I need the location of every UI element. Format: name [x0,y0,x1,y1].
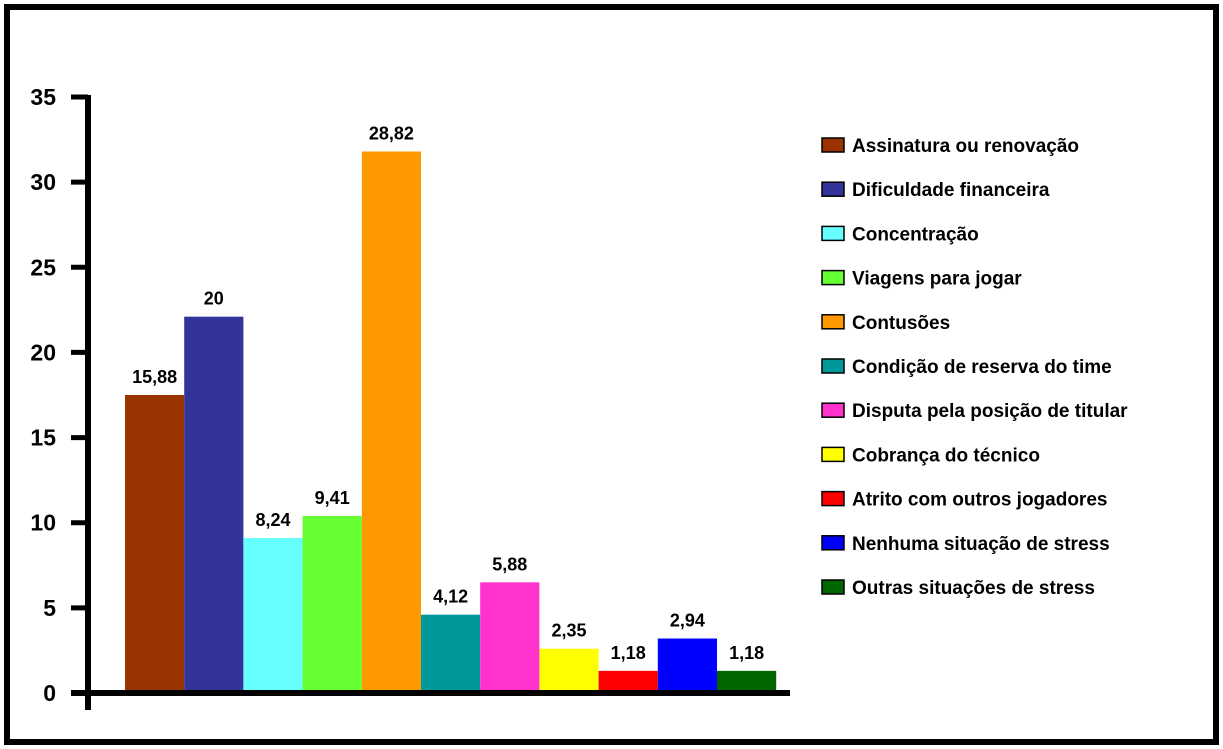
bar-1 [125,395,185,693]
legend-label-8: Cobrança do técnico [852,445,1040,466]
legend-label-10: Nenhuma situação de stress [852,534,1110,555]
legend-label-5: Contusões [852,313,950,334]
bar-10 [657,638,717,693]
y-tick-label: 0 [43,680,56,706]
data-label-9: 1,18 [611,643,646,663]
legend-label-4: Viagens para jogar [852,269,1022,290]
data-label-7: 5,88 [492,554,527,574]
bar-7 [480,582,540,693]
legend-label-2: Dificuldade financeira [852,180,1050,201]
data-label-8: 2,35 [551,621,586,641]
legend-swatch-2 [821,181,845,197]
plot-area: 0 5 10 15 20 25 30 35 15,88 20 8,24 9,41 28,82 4,12 5,… [30,84,790,710]
legend-swatch-3 [821,225,845,242]
bar-3 [243,538,303,693]
bar-8 [539,648,599,693]
data-label-6: 4,12 [433,587,468,607]
y-tick-label: 10 [30,510,56,536]
data-label-4: 9,41 [315,488,350,508]
legend-label-11: Outras situações de stress [852,578,1095,599]
bar-11 [717,670,777,693]
legend-swatch-10 [821,535,845,551]
legend-label-9: Atrito com outros jogadores [852,490,1107,511]
legend-swatch-4 [821,269,845,286]
legend-swatch-11 [821,579,845,595]
y-tick-label: 20 [30,339,56,365]
legend-swatch-8 [821,446,845,463]
legend-label-6: Condição de reserva do time [852,357,1112,378]
bar-2 [184,316,244,693]
data-label-5: 28,82 [369,123,414,143]
legend-swatch-9 [821,490,845,507]
y-tick-label: 15 [30,425,56,451]
legend-swatch-1 [821,137,845,153]
legend-swatch-7 [821,402,845,418]
bar-5 [361,151,421,693]
bar-4 [302,515,362,693]
data-label-2: 20 [204,289,224,309]
legend-swatch-6 [821,358,845,374]
y-tick-label: 30 [30,169,56,195]
legend-label-7: Disputa pela posição de titular [852,401,1128,422]
bar-9 [598,670,658,693]
data-label-10: 2,94 [670,611,705,631]
legend-label-3: Concentração [852,224,979,245]
legend-swatch-5 [821,314,845,330]
data-label-1: 15,88 [132,367,177,387]
bar-6 [421,614,481,693]
data-label-3: 8,24 [255,510,290,530]
y-tick-label: 25 [30,254,56,280]
y-tick-label: 35 [30,84,56,110]
data-label-11: 1,18 [729,643,764,663]
legend-label-1: Assinatura ou renovação [852,136,1079,157]
legend: Assinatura ou renovação Dificuldade finan… [821,136,1128,599]
y-tick-label: 5 [43,595,56,621]
